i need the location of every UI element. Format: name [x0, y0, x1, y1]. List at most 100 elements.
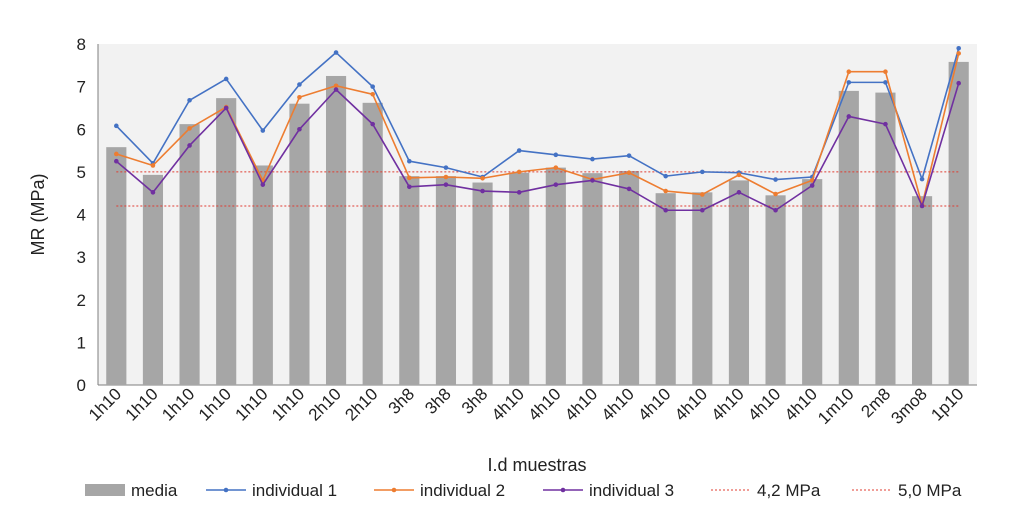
- series-1-point: [919, 176, 925, 182]
- legend-label: individual 1: [252, 481, 337, 500]
- y-tick-label: 3: [77, 248, 86, 267]
- bar-media: [106, 147, 127, 385]
- series-3-point: [297, 126, 302, 132]
- series-3-point: [919, 203, 925, 209]
- x-tick-label: 3h8: [458, 384, 491, 417]
- legend-swatch-media: [85, 484, 125, 496]
- bar-media: [875, 92, 896, 385]
- bar-media: [142, 174, 164, 385]
- x-tick-label: 1h10: [85, 384, 125, 424]
- legend-label: media: [131, 481, 178, 500]
- plot-area: [98, 44, 977, 385]
- bar-media: [289, 103, 310, 386]
- bar-media: [325, 75, 347, 385]
- x-tick-label: 4h10: [561, 384, 601, 424]
- series-3-point: [663, 207, 668, 213]
- series-1-point: [407, 158, 412, 164]
- series-2-point: [809, 178, 815, 183]
- bar-media: [216, 98, 237, 385]
- legend-label: 4,2 MPa: [757, 481, 821, 500]
- series-3-point: [333, 87, 339, 92]
- y-tick-label: 2: [77, 291, 86, 310]
- series-2-point: [736, 172, 742, 178]
- series-1-point: [626, 153, 632, 158]
- series-line-3: [115, 82, 960, 212]
- legend-label: individual 3: [589, 481, 674, 500]
- series-2-point: [370, 91, 375, 97]
- series-3-point: [516, 190, 522, 195]
- series-1-point: [846, 80, 852, 85]
- x-tick-label: 1m10: [814, 384, 858, 428]
- series-2-point: [187, 126, 192, 131]
- x-tick-label: 4h10: [598, 384, 638, 424]
- series-2-point: [700, 192, 705, 197]
- series-1-point: [333, 50, 339, 55]
- bar-media: [655, 193, 676, 385]
- x-tick-label: 3mo8: [887, 384, 931, 428]
- series-2-point: [516, 169, 522, 175]
- series-3-point: [846, 114, 852, 119]
- series-1-point: [553, 152, 559, 158]
- x-tick-label: 1h10: [158, 384, 198, 424]
- series-3-point: [370, 121, 375, 127]
- series-3-point: [773, 207, 778, 213]
- series-1-point: [370, 84, 375, 89]
- series-1-point: [590, 156, 595, 162]
- series-2-point: [883, 69, 888, 75]
- series-2-point: [114, 151, 119, 157]
- series-3-point: [260, 182, 266, 187]
- bar-media: [545, 167, 566, 385]
- x-axis-title: I.d muestras: [487, 455, 586, 475]
- series-3-point: [114, 158, 119, 164]
- series-2-point: [626, 170, 632, 176]
- series-1-point: [114, 123, 119, 129]
- series-3-point: [223, 105, 229, 111]
- series-2-point: [663, 188, 668, 194]
- x-tick-label: 4h10: [708, 384, 748, 424]
- series-1-point: [883, 80, 888, 85]
- x-tick-label: 1p10: [927, 384, 967, 424]
- x-tick-label: 4h10: [781, 384, 821, 424]
- x-tick-label: 1h10: [195, 384, 235, 424]
- series-1-point: [956, 45, 961, 51]
- series-3-point: [736, 190, 742, 195]
- bar-media: [838, 90, 859, 385]
- x-tick-label: 1h10: [122, 384, 162, 424]
- series-2-point: [407, 175, 412, 181]
- bar-media: [252, 165, 273, 385]
- x-tick-label: 4h10: [488, 384, 528, 424]
- series-2-point: [297, 94, 302, 100]
- x-tick-label: 3h8: [421, 384, 454, 417]
- series-3-point: [956, 80, 961, 86]
- bar-media: [509, 172, 530, 385]
- x-tick-label: 4h10: [744, 384, 784, 424]
- bar-media: [362, 102, 383, 385]
- series-1-point: [516, 148, 522, 153]
- series-1-point: [260, 128, 266, 133]
- series-3-point: [150, 190, 156, 195]
- legend-swatch-marker-1: [223, 487, 229, 493]
- y-tick-label: 1: [77, 333, 86, 352]
- series-3-point: [187, 143, 192, 148]
- series-1-point: [223, 76, 229, 82]
- y-axis-title: MR (MPa): [28, 174, 48, 256]
- series-2-point: [480, 175, 485, 181]
- x-tick-label: 2h10: [341, 384, 381, 424]
- y-tick-label: 8: [77, 35, 86, 54]
- x-tick-label: 4h10: [671, 384, 711, 424]
- bar-media: [472, 182, 493, 385]
- bar-media: [582, 173, 603, 385]
- bar-media: [802, 179, 823, 385]
- x-tick-label: 1h10: [268, 384, 308, 424]
- series-2-point: [773, 191, 778, 197]
- bar-media: [179, 124, 200, 385]
- x-tick-label: 2h10: [305, 384, 345, 424]
- y-tick-label: 4: [77, 206, 86, 225]
- series-3-point: [626, 186, 632, 192]
- legend-swatch-marker-2: [391, 487, 397, 493]
- series-2-point: [956, 51, 961, 56]
- series-2-point: [333, 83, 339, 89]
- bar-media: [765, 195, 786, 385]
- series-1-point: [663, 173, 668, 179]
